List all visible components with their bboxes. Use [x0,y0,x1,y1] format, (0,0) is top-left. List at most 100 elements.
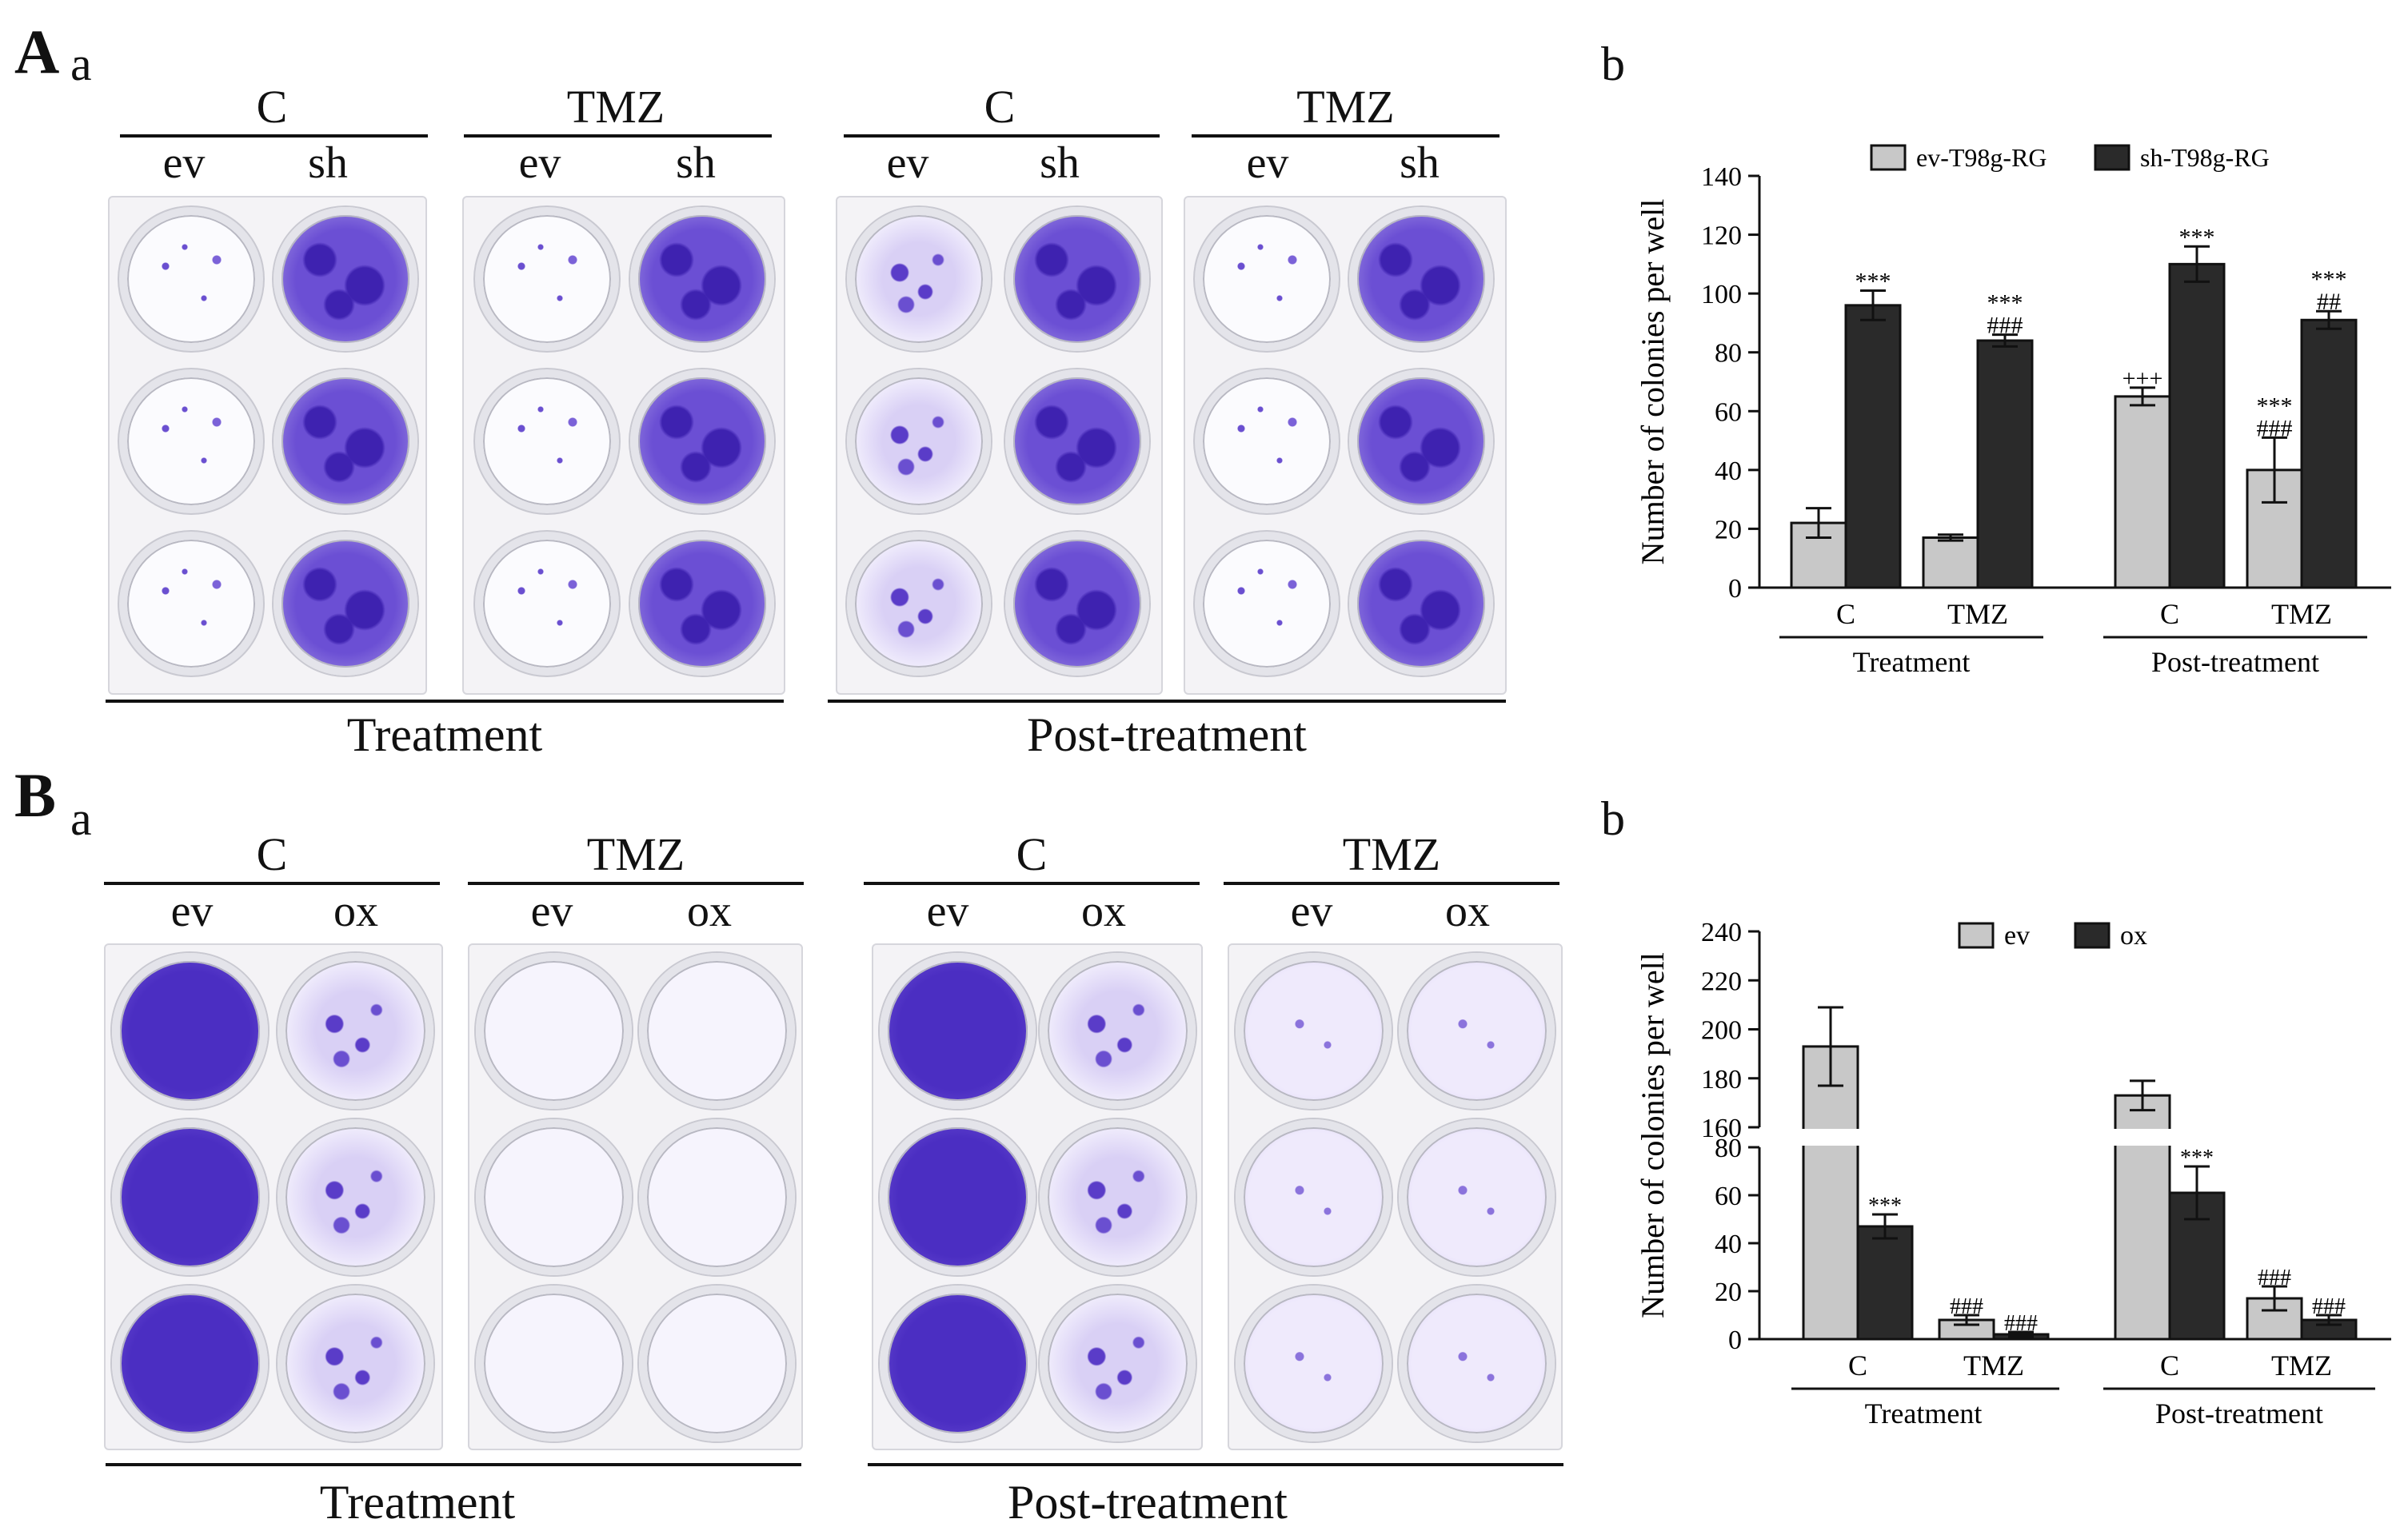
y-tick-label: 20 [1715,515,1742,544]
b-left-group-1-label: C [256,828,288,880]
axis-break-gap [1761,1129,2385,1146]
well-dish [639,1119,795,1275]
well-dish [847,369,991,513]
well-dish [278,953,433,1109]
b-left-col-label: ox [333,887,378,936]
panel-b-letter: B [14,760,57,830]
b-left-footer-rule [106,1463,801,1466]
well-dish [119,532,263,676]
well-dish [880,1119,1036,1275]
y-tick-label: 140 [1701,162,1742,192]
y-tick-label: 60 [1715,397,1742,427]
a-right-plate-tmz [1184,196,1507,695]
a-right-group-1-label: C [984,81,1016,133]
y-tick-label: 60 [1715,1182,1742,1211]
a-left-footer: Treatment [346,708,543,761]
well-dish [1236,1119,1392,1275]
b-right-plate-tmz [1228,943,1563,1450]
well-dish [639,1286,795,1441]
y-tick-label: 0 [1728,574,1742,604]
x-tick-label: TMZ [2271,1350,2332,1382]
y-tick-label: 220 [1701,967,1742,996]
well-dish [274,532,417,676]
legend-swatch [2074,922,2110,949]
a-right-group-1-rule [844,134,1160,138]
well-dish [476,1119,632,1275]
well-dish [1349,207,1493,351]
a-left-group-1-rule [120,134,428,138]
b-right-col-label: ev [1290,887,1333,936]
a-left-col-label: sh [676,138,716,188]
a-left-plate-tmz [462,196,785,695]
well-dish [1005,369,1149,513]
y-tick-label: 200 [1701,1016,1742,1046]
bar [1802,1045,1859,1341]
significance-mark: +++ [2122,365,2163,392]
well-dish [1399,953,1555,1109]
significance-mark: *** [1855,268,1891,294]
group-label: Treatment [1865,1397,1983,1429]
b-right-footer-rule [868,1463,1563,1466]
y-tick-label: 160 [1701,1114,1742,1143]
y-tick-label: 0 [1728,1326,1742,1355]
well-dish [475,369,619,513]
y-axis-label: Number of colonies per well [1635,199,1671,565]
a-right-col-label: ev [1246,138,1289,188]
bar [2168,262,2226,589]
b-left-col-label: ev [170,887,214,936]
well-dish [278,1286,433,1441]
group-label: Treatment [1853,646,1971,678]
well-dish [1399,1286,1555,1441]
well-dish [476,953,632,1109]
a-right-group-2-rule [1192,134,1500,138]
group-label: Post-treatment [2155,1397,2323,1429]
significance-mark: ### [2312,1294,2346,1319]
b-right-col-label: ox [1081,887,1126,936]
panel-a-sub-a: a [70,38,92,90]
chart-b: 160 180 200 220 240 0 20 40 60 80 Number of coloni… [1635,918,2391,1429]
legend-label: ev [2004,921,2030,951]
well-dish [119,369,263,513]
well-dish [847,532,991,676]
a-left-col-label: sh [308,138,348,188]
significance-mark: ## [2317,289,2341,315]
significance-mark: ### [2004,1311,2038,1336]
significance-mark: ### [2257,415,2293,441]
well-dish [630,369,774,513]
y-tick-label: 180 [1701,1065,1742,1094]
a-left-plate-c [108,196,427,695]
legend-swatch [1958,922,1995,949]
b-left-group-2-label: TMZ [586,828,685,880]
well-dish [847,207,991,351]
well-dish [1195,532,1339,676]
bar [2114,395,2171,589]
b-right-footer: Post-treatment [1008,1476,1288,1529]
x-tick-label: C [1836,598,1855,630]
y-tick-label: 240 [1701,918,1742,947]
group-label: Post-treatment [2151,646,2319,678]
legend-label: ox [2120,921,2147,951]
well-dish [475,532,619,676]
a-left-group-2-rule [464,134,772,138]
legend-label: ev-T98g-RG [1916,143,2047,172]
well-dish [1399,1119,1555,1275]
x-tick-label: C [2160,1350,2179,1382]
well-dish [880,1286,1036,1441]
panel-a-letter: A [14,17,60,86]
significance-mark: ### [1987,313,2023,339]
b-left-col-label: ox [687,887,732,936]
well-dish [630,207,774,351]
a-left-footer-rule [106,700,784,703]
significance-mark: *** [1868,1194,1902,1218]
significance-mark: *** [2179,224,2215,250]
a-right-col-label: ev [886,138,929,188]
y-axis-label: Number of colonies per well [1635,952,1671,1318]
b-right-col-label: ox [1445,887,1490,936]
b-left-plate-tmz [468,943,803,1450]
x-tick-label: TMZ [2271,598,2332,630]
panel-b-sub-a: a [70,792,92,845]
a-right-col-label: sh [1400,138,1440,188]
a-right-col-label: sh [1040,138,1080,188]
legend-swatch [1870,144,1907,171]
y-tick-label: 20 [1715,1278,1742,1307]
